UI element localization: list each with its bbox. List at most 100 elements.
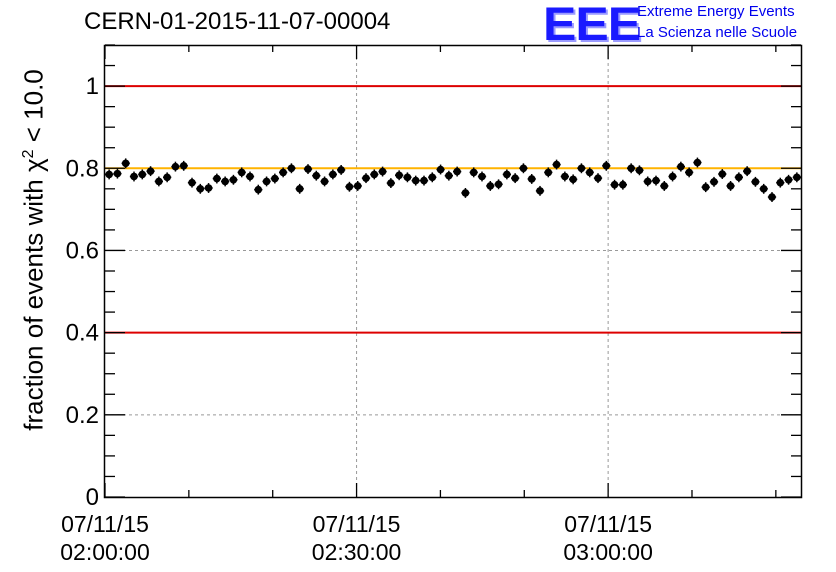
data-point — [378, 167, 387, 176]
data-point — [304, 165, 312, 173]
data-point — [130, 172, 138, 181]
data-point — [527, 175, 536, 183]
x-tick-label: 07/11/15 02:30:00 — [312, 510, 402, 566]
logo-tagline-2: La Scienza nelle Scuole — [637, 24, 798, 41]
data-point — [271, 174, 279, 183]
x-tick-time: 02:00:00 — [60, 539, 150, 565]
y-tick-label: 0.4 — [66, 320, 99, 347]
data-point — [619, 180, 627, 189]
data-point — [643, 177, 652, 186]
x-tick-label: 07/11/15 03:00:00 — [563, 510, 653, 566]
data-point — [312, 171, 321, 180]
data-point — [677, 162, 685, 171]
data-point — [478, 172, 486, 181]
data-point — [362, 174, 370, 182]
data-point — [436, 165, 445, 174]
data-point — [295, 185, 304, 193]
data-point — [668, 172, 677, 181]
grid-lines — [105, 45, 801, 497]
data-point — [602, 162, 611, 170]
data-point — [735, 173, 743, 182]
data-point — [171, 162, 180, 171]
data-point — [337, 166, 345, 174]
data-point — [411, 176, 420, 185]
data-point — [453, 167, 461, 176]
reference-lines — [105, 85, 801, 334]
data-point — [163, 173, 171, 182]
data-point — [113, 169, 122, 178]
y-axis-label-tail: < 10.0 — [18, 69, 49, 150]
data-point — [511, 174, 519, 182]
data-point — [345, 182, 354, 191]
y-tick-label: 0 — [86, 484, 99, 511]
logo-tagline-1: Extreme Energy Events — [637, 3, 795, 20]
data-point — [569, 175, 577, 184]
data-point — [188, 178, 196, 187]
data-point — [204, 184, 213, 192]
data-point — [610, 180, 619, 189]
plot-frame — [103, 44, 803, 499]
data-point — [693, 158, 702, 167]
data-point — [213, 174, 221, 183]
y-tick-label: 0.2 — [66, 402, 99, 429]
data-point — [155, 177, 163, 186]
y-tick-label: 0.6 — [66, 237, 99, 264]
data-point — [146, 167, 155, 175]
data-point — [279, 168, 287, 177]
x-tick-date: 07/11/15 — [61, 511, 149, 537]
data-point — [585, 168, 594, 177]
data-point — [121, 159, 130, 168]
data-point — [759, 185, 768, 193]
data-point — [519, 164, 528, 173]
data-point — [403, 173, 412, 182]
data-point — [320, 177, 329, 186]
data-point — [652, 176, 660, 185]
data-point — [469, 168, 478, 177]
x-tick-time: 02:30:00 — [311, 539, 402, 565]
data-point — [395, 171, 403, 180]
data-point — [718, 170, 727, 178]
data-point — [635, 166, 644, 175]
data-point — [105, 170, 113, 179]
data-point — [768, 193, 776, 201]
axis-ticks — [104, 44, 801, 498]
data-point — [552, 160, 561, 169]
y-axis-label-main: fraction of events with — [18, 179, 49, 431]
data-point — [544, 168, 553, 177]
x-tick-date: 07/11/15 — [312, 511, 401, 537]
y-tick-labels: 0 0.2 0.4 0.6 0.8 1 — [66, 73, 99, 511]
data-point — [221, 177, 229, 186]
data-point — [262, 177, 271, 186]
data-point — [685, 168, 693, 177]
data-point — [701, 183, 710, 191]
data-point — [370, 170, 379, 179]
data-point — [387, 179, 395, 187]
data-point — [329, 170, 337, 179]
chart-title: CERN-01-2015-11-07-00004 — [84, 8, 391, 35]
data-point — [445, 171, 453, 180]
data-point — [287, 164, 296, 173]
data-point — [751, 178, 760, 186]
eee-logo: EEE — [543, 0, 641, 51]
data-point — [726, 182, 735, 190]
y-tick-label: 0.8 — [66, 155, 99, 182]
data-point — [561, 172, 569, 181]
data-point — [594, 174, 602, 182]
data-point — [494, 180, 503, 189]
data-point — [428, 173, 437, 182]
data-point — [784, 175, 793, 184]
data-point — [229, 175, 238, 184]
data-point — [503, 170, 511, 179]
y-tick-label: 1 — [86, 73, 99, 100]
y-axis-label-chi: χ — [18, 158, 49, 173]
data-point — [536, 187, 544, 195]
data-point — [660, 182, 669, 190]
x-tick-date: 07/11/15 — [564, 511, 653, 537]
data-point — [710, 178, 718, 186]
data-point — [138, 170, 147, 179]
data-point — [420, 176, 428, 185]
data-point — [196, 185, 205, 193]
data-point — [743, 167, 751, 175]
data-point — [627, 164, 635, 173]
